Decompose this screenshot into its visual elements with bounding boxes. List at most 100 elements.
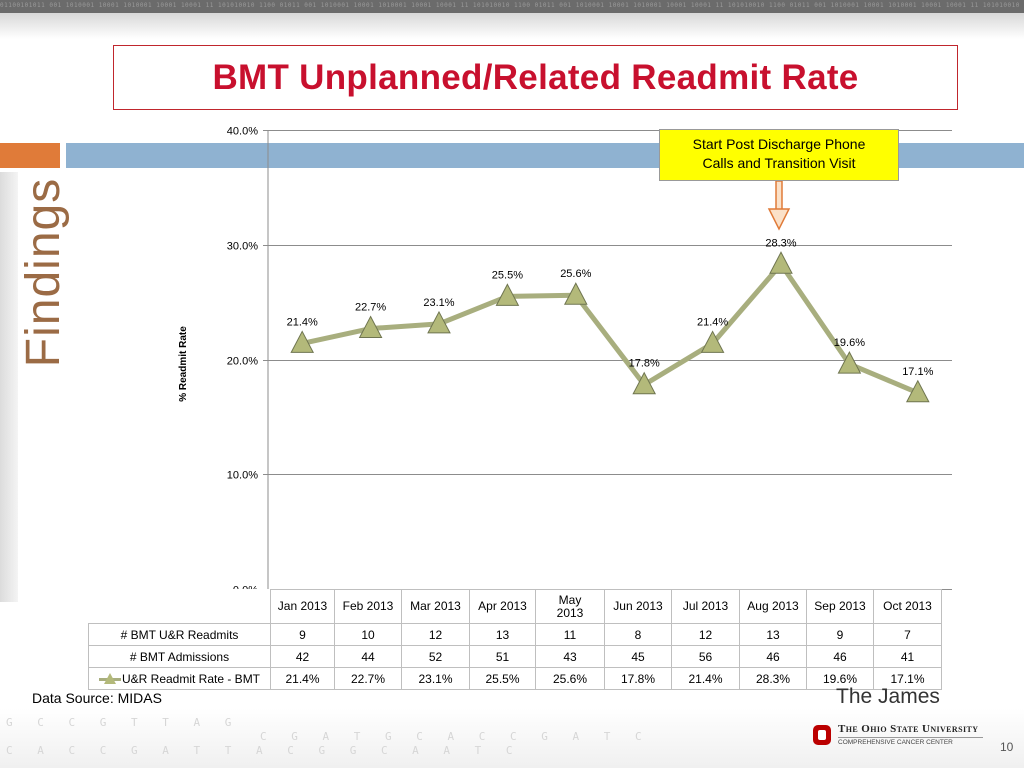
annotation-callout: Start Post Discharge Phone Calls and Tra… [659,129,899,181]
top-decorative-band [0,0,1024,13]
table-cell: 45 [604,645,672,668]
y-axis-title: % Readmit Rate [178,326,189,402]
table-cell: 43 [535,645,605,668]
table-header-month: Aug 2013 [739,589,807,624]
table-cell: 11 [535,623,605,646]
data-point-marker [563,282,588,305]
legend-swatch-icon [98,672,121,685]
data-table: Jan 2013 Feb 2013 Mar 2013 Apr 2013 May 2013… [88,589,942,690]
table-header-month: Jul 2013 [671,589,740,624]
table-header-month: Apr 2013 [469,589,536,624]
data-label: 22.7% [355,302,386,314]
table-cell: 46 [739,645,807,668]
table-cell: 21.4% [671,667,740,690]
down-arrow-icon [767,181,791,231]
table-header-month: Feb 2013 [334,589,402,624]
university-name: The Ohio State University [838,723,979,735]
dna-sequence-decoration: C A C C G A T T A C G G C A A T C [6,744,522,757]
data-point-marker [905,379,930,403]
table-row: U&R Readmit Rate - BMT 21.4% 22.7% 23.1% 25.… [88,667,942,690]
data-point-marker [632,371,657,395]
table-cell: 7 [873,623,942,646]
table-row-header: # BMT Admissions [88,645,271,668]
table-cell: 56 [671,645,740,668]
table-row-header: U&R Readmit Rate - BMT [88,667,271,690]
osu-block-o-logo [813,725,831,745]
top-shadow [0,13,1024,39]
table-cell: 42 [270,645,335,668]
table-cell: 12 [401,623,470,646]
data-point-marker [495,283,520,306]
table-cell: 13 [739,623,807,646]
left-gray-strip [0,172,18,602]
table-cell: 19.6% [806,667,874,690]
table-cell: 51 [469,645,536,668]
table-header-month: Jan 2013 [270,589,335,624]
table-cell: 10 [334,623,402,646]
data-point-marker [769,251,793,274]
table-cell: 9 [270,623,335,646]
table-row: # BMT Admissions 42 44 52 51 43 45 56 46 46 41 [88,645,942,668]
table-cell: 44 [334,645,402,668]
data-point-marker [358,315,383,339]
table-cell: 28.3% [739,667,807,690]
data-label: 17.1% [902,366,933,378]
data-label: 23.1% [423,297,454,309]
row-label: # BMT Admissions [129,649,230,664]
table-cell: 23.1% [401,667,470,690]
data-point-marker [290,330,315,353]
data-label: 19.6% [834,337,865,349]
table-cell: 21.4% [270,667,335,690]
table-cell: 13 [469,623,536,646]
table-cell: 41 [873,645,942,668]
table-header-row: Jan 2013 Feb 2013 Mar 2013 Apr 2013 May 2013… [88,589,942,624]
logo-divider [838,737,983,738]
table-corner-cell [88,589,271,624]
data-label: 21.4% [697,316,728,328]
data-label: 17.8% [629,358,660,370]
dna-sequence-decoration: C G A T G C A C C G A T C [260,730,651,743]
callout-line-2: Calls and Transition Visit [702,155,856,171]
table-cell: 17.1% [873,667,942,690]
title-box: BMT Unplanned/Related Readmit Rate [113,45,958,110]
table-row: # BMT U&R Readmits 9 10 12 13 11 8 12 13 9 7 [88,623,942,646]
table-cell: 8 [604,623,672,646]
table-cell: 46 [806,645,874,668]
y-tick-label: 30.0% [227,241,258,253]
data-point-marker [837,351,862,374]
page-title: BMT Unplanned/Related Readmit Rate [212,57,859,97]
data-point-marker [700,330,725,353]
y-tick-label: 10.0% [227,470,258,482]
y-tick-label: 40.0% [227,126,258,138]
table-cell: 12 [671,623,740,646]
row-label: U&R Readmit Rate - BMT [121,671,261,686]
data-label: 25.5% [492,269,523,281]
data-point-marker [427,310,451,334]
table-header-month: Oct 2013 [873,589,942,624]
series-line [301,261,919,396]
row-label: # BMT U&R Readmits [120,627,239,642]
table-cell: 25.5% [469,667,536,690]
table-header-month: May 2013 [535,589,605,624]
data-label: 28.3% [765,237,796,249]
y-tick-label: 20.0% [227,356,258,368]
table-header-month: Jun 2013 [604,589,672,624]
brand-name: The James [836,685,940,708]
table-row-header: # BMT U&R Readmits [88,623,271,646]
data-label: 25.6% [560,268,591,280]
table-cell: 22.7% [334,667,402,690]
data-source-note: Data Source: MIDAS [32,690,162,706]
page-number: 10 [1000,740,1014,754]
binary-pattern-decoration: 01100101011 001 1010001 10001 1010001 10… [0,2,1024,9]
table-cell: 25.6% [535,667,605,690]
callout-line-1: Start Post Discharge Phone [692,136,866,152]
table-cell: 52 [401,645,470,668]
table-header-month: Sep 2013 [806,589,874,624]
cancer-center-name: COMPREHENSIVE CANCER CENTER [838,739,953,746]
table-cell: 17.8% [604,667,672,690]
bottom-decorative-band [0,708,1024,768]
table-header-month: Mar 2013 [401,589,470,624]
dna-sequence-decoration: G C C G T T A G [6,716,241,729]
data-label: 21.4% [287,316,318,328]
